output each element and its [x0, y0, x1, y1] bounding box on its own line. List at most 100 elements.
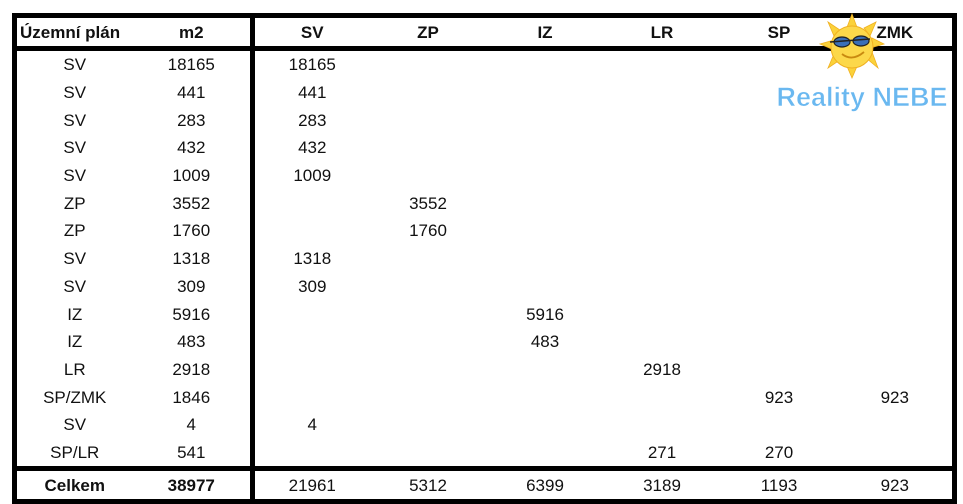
cell-sp: [721, 245, 838, 273]
cell-sv: 432: [298, 138, 327, 158]
cell-sp: [721, 356, 838, 384]
cell-iz: [487, 439, 604, 469]
cell-sv: 1009: [293, 166, 332, 186]
table-row: IZ 5916 5916: [15, 300, 955, 328]
table-row: LR 2918 2918: [15, 355, 955, 384]
column-header-sp: SP: [767, 22, 791, 42]
land-use-table: Územní plán m2 SV ZP IZ LR SP ZMK SV 18165 18165 S…: [12, 13, 957, 504]
cell-sp: 923: [764, 387, 794, 407]
cell-lr: 2918: [643, 359, 681, 379]
cell-zmk: [838, 300, 955, 328]
cell-sp: [721, 217, 838, 245]
cell-zp: [370, 383, 487, 411]
totals-row: Celkem 38977 21961 5312 6399 3189 1193 923: [14, 468, 955, 502]
total-zmk: 923: [880, 475, 909, 495]
table-row: SV 432 432: [15, 134, 955, 162]
cell-zp: 3552: [409, 193, 447, 213]
cell-zp: [370, 106, 487, 134]
table-row: ZP 3552 3552: [15, 189, 955, 218]
cell-zmk: [838, 162, 955, 190]
column-header-iz: IZ: [537, 22, 553, 42]
column-header-m2: m2: [132, 15, 255, 49]
cell-iz: [487, 217, 604, 245]
cell-sv: 283: [298, 110, 327, 130]
cell-lr: [604, 328, 721, 356]
cell-iz: [487, 106, 604, 134]
cell-territorial-plan: IZ: [67, 332, 83, 352]
table-row: SP/LR 541 271 270: [15, 438, 955, 469]
table-row: SV 18165 18165: [15, 48, 955, 79]
total-territorial-plan: Celkem: [44, 475, 105, 495]
cell-lr: [604, 245, 721, 273]
cell-zmk: [838, 106, 955, 134]
cell-iz: [487, 245, 604, 273]
table-row: SP/ZMK 1846 923 923: [15, 383, 955, 411]
cell-zmk: [838, 49, 955, 79]
cell-sv: 309: [298, 276, 327, 296]
cell-m2: 441: [132, 78, 255, 107]
cell-zp: [370, 162, 487, 190]
table-row: SV 1318 1318: [15, 244, 955, 273]
cell-sv: [253, 383, 370, 411]
cell-iz: [487, 162, 604, 190]
cell-zp: [370, 245, 487, 273]
cell-territorial-plan: SP/LR: [50, 442, 100, 462]
cell-sv: [253, 328, 370, 356]
cell-lr: [604, 273, 721, 301]
column-header-zmk: ZMK: [876, 22, 914, 42]
cell-zp: [370, 439, 487, 469]
cell-zmk: [838, 217, 955, 245]
cell-zp: [370, 134, 487, 162]
cell-sv: [253, 300, 370, 328]
total-sp: 1193: [760, 475, 798, 495]
cell-sp: [721, 79, 838, 107]
table-row: IZ 483 483: [15, 327, 955, 356]
cell-lr: [604, 383, 721, 411]
cell-iz: [487, 411, 604, 439]
cell-iz: [487, 134, 604, 162]
cell-m2: 1846: [132, 383, 255, 411]
table-row: SV 4 4: [15, 410, 955, 439]
cell-sp: [721, 134, 838, 162]
cell-zmk: [838, 189, 955, 217]
cell-zp: [370, 411, 487, 439]
cell-sp: [721, 189, 838, 217]
cell-territorial-plan: SV: [63, 110, 87, 130]
cell-zmk: [838, 328, 955, 356]
cell-sv: 4: [307, 415, 317, 435]
cell-territorial-plan: LR: [63, 359, 86, 379]
cell-lr: [604, 300, 721, 328]
cell-m2: 2918: [132, 355, 255, 384]
cell-zp: [370, 49, 487, 79]
cell-lr: [604, 134, 721, 162]
cell-lr: [604, 189, 721, 217]
cell-zmk: [838, 79, 955, 107]
cell-sv: 1318: [293, 249, 332, 269]
cell-territorial-plan: SV: [63, 249, 87, 269]
cell-m2: 1318: [132, 244, 255, 273]
total-iz: 6399: [526, 475, 564, 495]
cell-sp: [721, 106, 838, 134]
cell-sp: [721, 162, 838, 190]
column-header-zp: ZP: [417, 22, 439, 42]
cell-iz: [487, 79, 604, 107]
total-lr: 3189: [643, 475, 681, 495]
cell-iz: 5916: [526, 304, 564, 324]
cell-iz: [487, 383, 604, 411]
cell-iz: [487, 273, 604, 301]
table-row: SV 1009 1009: [15, 161, 955, 190]
cell-territorial-plan: SV: [63, 276, 87, 296]
table-row: SV 283 283: [15, 106, 955, 135]
cell-zmk: 923: [880, 387, 909, 407]
cell-iz: 483: [530, 332, 560, 352]
cell-zmk: [838, 134, 955, 162]
cell-sp: [721, 300, 838, 328]
cell-sp: [721, 328, 838, 356]
cell-m2: 283: [132, 106, 255, 135]
cell-lr: 271: [647, 442, 677, 462]
cell-iz: [487, 49, 604, 79]
cell-lr: [604, 217, 721, 245]
total-zp: 5312: [409, 475, 447, 495]
cell-sv: [253, 356, 370, 384]
cell-zp: [370, 300, 487, 328]
